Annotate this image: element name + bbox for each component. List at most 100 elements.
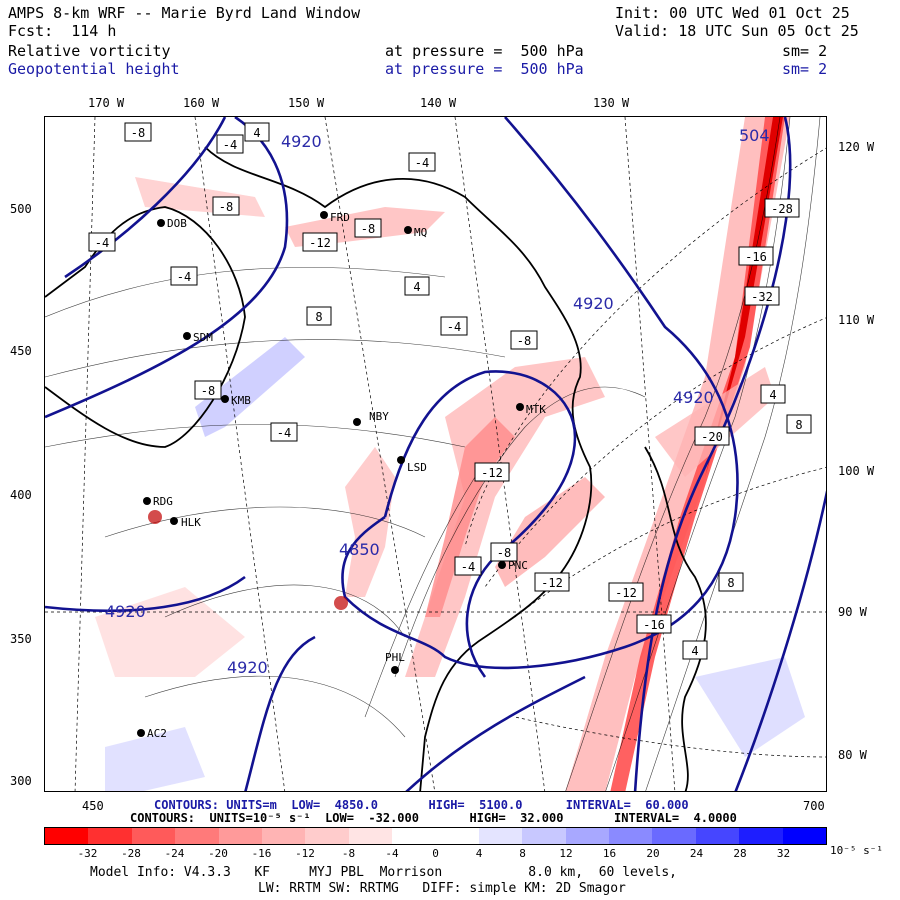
colorbar-swatch [88, 828, 132, 844]
colorbar-swatch [348, 828, 393, 844]
colorbar-swatch [609, 828, 653, 844]
colorbar-swatch [478, 828, 523, 844]
height-label: 4920 [227, 658, 268, 677]
station-label: KMB [231, 394, 251, 407]
vorticity-label-box: -8 [354, 218, 382, 238]
vorticity-shading [95, 117, 805, 791]
right-lon-label: 90 W [838, 605, 867, 619]
model-info: Model Info: V4.3.3 KF MYJ PBL Morrison 8… [90, 865, 677, 880]
colorbar-tick-label: 12 [559, 847, 573, 860]
svg-text:-4: -4 [95, 236, 109, 250]
svg-text:-20: -20 [701, 430, 723, 444]
forecast-hour: Fcst: 114 h [8, 22, 117, 40]
vorticity-label-box: 4 [682, 640, 708, 660]
svg-text:-12: -12 [309, 236, 331, 250]
top-lon-label: 160 W [183, 96, 220, 110]
colorbar-swatch [175, 828, 219, 844]
colorbar-tick-label: 20 [646, 847, 660, 860]
station-markers [137, 211, 524, 737]
field1-level: at pressure = 500 hPa [385, 42, 584, 60]
station-label: MQ [414, 226, 427, 239]
colorbar-tick-label: 8 [519, 847, 526, 860]
vorticity-label-box: -8 [212, 196, 240, 216]
svg-text:-8: -8 [219, 200, 233, 214]
svg-text:-12: -12 [541, 576, 563, 590]
station-label: PNC [508, 559, 528, 572]
vorticity-label-box: -12 [302, 232, 338, 252]
valid-time: Valid: 18 UTC Sun 05 Oct 25 [615, 22, 859, 40]
svg-text:-8: -8 [497, 546, 511, 560]
height-contour-info: CONTOURS: UNITS=m LOW= 4850.0 HIGH= 5100… [154, 798, 689, 812]
svg-text:-4: -4 [415, 156, 429, 170]
field1-name: Relative vorticity [8, 42, 171, 60]
svg-text:-4: -4 [223, 138, 237, 152]
field2-name: Geopotential height [8, 60, 180, 78]
svg-text:-32: -32 [751, 290, 773, 304]
colorbar-swatch [392, 828, 436, 844]
station-label: RDG [153, 495, 173, 508]
vorticity-label-box: -8 [490, 542, 518, 562]
station-label: SDM [193, 331, 213, 344]
vorticity-label-box: -4 [216, 134, 244, 154]
vorticity-label-box: 8 [718, 572, 744, 592]
right-lon-label: 120 W [838, 140, 875, 154]
station-label: HLK [181, 516, 201, 529]
left-axis-label: 350 [10, 632, 32, 646]
vorticity-label-box: -4 [454, 556, 482, 576]
svg-text:-4: -4 [447, 320, 461, 334]
height-label: 4920 [281, 132, 322, 151]
field2-level: at pressure = 500 hPa [385, 60, 584, 78]
colorbar-tick-label: 32 [776, 847, 791, 860]
colorbar-swatch [218, 828, 262, 844]
vorticity-label-box: -4 [408, 152, 436, 172]
vorticity-label-box: -4 [170, 266, 198, 286]
left-axis-label: 400 [10, 488, 32, 502]
map-panel[interactable]: FRD MQ SDM KMB NBY LSD MTK PNC PHL AC2 H… [44, 116, 827, 792]
colorbar-unit: 10⁻⁵ s⁻¹ [830, 844, 883, 857]
colorbar-tick-label: -24 [164, 847, 185, 860]
right-lon-label: 80 W [838, 748, 867, 762]
svg-text:4: 4 [691, 644, 698, 658]
height-label: 4920 [105, 602, 146, 621]
model-title: AMPS 8-km WRF -- Marie Byrd Land Window [8, 4, 361, 22]
svg-text:4: 4 [253, 126, 260, 140]
colorbar-tick-label: -20 [208, 847, 228, 860]
vorticity-label-box: -28 [764, 198, 800, 218]
height-labels: 4920 4920 4920 4920 4920 4850 504 [105, 126, 770, 677]
svg-text:-8: -8 [517, 334, 531, 348]
station-labels: FRD MQ SDM KMB NBY LSD MTK PNC PHL AC2 H… [147, 211, 546, 740]
svg-text:-4: -4 [177, 270, 191, 284]
svg-text:-28: -28 [771, 202, 793, 216]
colorbar-tick-label: 0 [432, 847, 439, 860]
bottom-axis-label: 450 [82, 799, 104, 813]
svg-text:-8: -8 [201, 384, 215, 398]
vorticity-label-box: 8 [786, 414, 812, 434]
svg-text:8: 8 [727, 576, 734, 590]
top-lon-label: 130 W [593, 96, 630, 110]
station-label: PHL [385, 651, 405, 664]
coastline [45, 146, 707, 791]
svg-text:-4: -4 [461, 560, 475, 574]
svg-text:-16: -16 [643, 618, 665, 632]
vorticity-label-box: 4 [760, 384, 786, 404]
vorticity-labels: -8 -4 -4 4 -8 -4 -12 -8 -8 -4 -4 4 8 -4 … [88, 122, 812, 660]
vorticity-label-box: -8 [124, 122, 152, 142]
station-label: NBY [369, 410, 389, 423]
colorbar-tick-label: 24 [689, 847, 704, 860]
colorbar-swatch [782, 828, 827, 844]
svg-text:-8: -8 [361, 222, 375, 236]
vorticity-contour-info: CONTOURS: UNITS=10⁻⁵ s⁻¹ LOW= -32.000 HI… [130, 811, 737, 825]
map-canvas[interactable]: FRD MQ SDM KMB NBY LSD MTK PNC PHL AC2 H… [45, 117, 827, 792]
vorticity-label-box: -8 [194, 380, 222, 400]
left-axis-label: 500 [10, 202, 32, 216]
vorticity-label-box: -12 [474, 462, 510, 482]
vorticity-label-box: -16 [738, 246, 774, 266]
svg-text:-4: -4 [277, 426, 291, 440]
colorbar-tick-label: -28 [121, 847, 141, 860]
colorbar-swatch [652, 828, 696, 844]
right-lon-label: 110 W [838, 313, 875, 327]
colorbar-tick-label: -4 [385, 847, 399, 860]
vorticity-label-box: 4 [404, 276, 430, 296]
colorbar-swatch [261, 828, 306, 844]
vorticity-label-box: -20 [694, 426, 730, 446]
